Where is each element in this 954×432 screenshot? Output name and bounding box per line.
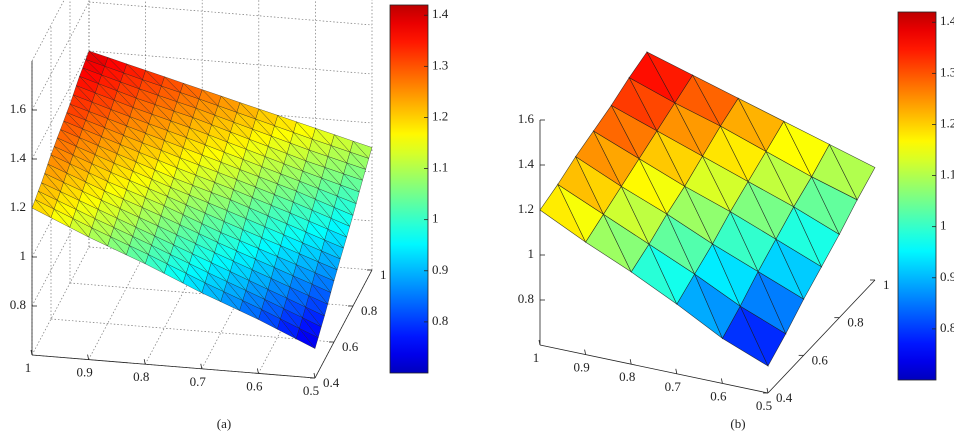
x-tick-label: 0.6 <box>710 388 727 403</box>
z-tick-label: 1.2 <box>518 201 534 216</box>
grid-line <box>31 1 90 111</box>
colorbar-tick-label: 1.3 <box>940 64 954 79</box>
surface-facet <box>295 121 316 140</box>
x-tick <box>200 363 203 369</box>
x-axis <box>539 344 769 394</box>
caption: (a) <box>217 416 231 431</box>
x-tick <box>584 349 586 355</box>
colorbar-tick-label: 1.4 <box>940 13 954 28</box>
y-tick-label: 0.8 <box>361 303 377 318</box>
surface-facet <box>202 89 222 106</box>
y-tick-label: 1 <box>380 267 387 282</box>
x-tick <box>313 372 316 379</box>
colorbar-tick-label: 0.8 <box>432 313 448 328</box>
z-tick-label: 1.4 <box>518 156 535 171</box>
x-tick <box>629 359 632 365</box>
y-tick-label: 0.6 <box>342 339 359 354</box>
y-tick-label: 1 <box>883 277 890 292</box>
surface-facet <box>126 63 146 80</box>
caption: (b) <box>730 416 745 431</box>
surface-facet <box>691 74 739 127</box>
x-tick-label: 1 <box>533 350 540 365</box>
x-tick-label: 0.9 <box>76 365 92 380</box>
grid-line <box>31 50 90 160</box>
colorbar-tick-label: 1.2 <box>940 115 954 130</box>
colorbar <box>897 11 937 381</box>
x-tick-label: 0.8 <box>133 369 149 384</box>
x-tick <box>257 368 259 374</box>
surface-facet <box>239 102 260 120</box>
colorbar-tick-label: 1.2 <box>432 108 448 123</box>
colorbar-tick-label: 0.9 <box>432 262 448 277</box>
x-tick-label: 0.5 <box>756 398 772 413</box>
colorbar-tick-label: 1.1 <box>432 160 448 175</box>
surface-facet <box>183 83 203 100</box>
colorbar-tick-label: 0.8 <box>940 320 954 335</box>
x-tick <box>538 339 541 346</box>
y-axis <box>767 279 876 394</box>
x-tick-label: 0.7 <box>665 379 682 394</box>
colorbar-tick-label: 1 <box>432 211 439 226</box>
x-tick-label: 0.5 <box>303 383 319 398</box>
x-tick-label: 0.8 <box>619 369 635 384</box>
grid-line <box>88 251 146 360</box>
surface-facet <box>145 70 165 87</box>
surface-facet <box>220 95 241 113</box>
x-tick-label: 0.6 <box>246 378 263 393</box>
z-tick-label: 1.6 <box>10 101 27 116</box>
x-tick-label: 1 <box>25 360 32 375</box>
x-tick <box>30 349 33 356</box>
y-tick-label: 0.4 <box>323 375 340 390</box>
y-axis <box>314 269 373 379</box>
x-tick-label: 0.9 <box>573 360 589 375</box>
surface-facet <box>314 127 335 146</box>
z-tick-label: 0.8 <box>10 297 26 312</box>
surface-facet <box>737 97 785 153</box>
z-tick-label: 1.6 <box>518 111 535 126</box>
surface-facet <box>646 51 694 104</box>
colorbar-tick-label: 1.1 <box>940 167 954 182</box>
surface-facet <box>164 76 184 93</box>
surface-facet <box>783 120 830 178</box>
colorbar-tick-label: 0.9 <box>940 269 954 284</box>
surface-facet <box>258 108 278 127</box>
x-tick <box>143 359 146 365</box>
surface-facet <box>277 115 297 133</box>
z-tick-label: 0.8 <box>518 291 534 306</box>
y-tick-label: 0.4 <box>776 390 793 405</box>
z-tick-label: 1.2 <box>10 199 26 214</box>
grid-line <box>31 246 90 356</box>
surface-facet <box>352 140 373 159</box>
surface-facet <box>107 57 127 74</box>
x-axis <box>31 354 316 379</box>
surface-facet <box>88 50 109 67</box>
box-edge <box>31 0 65 62</box>
z-tick-label: 1 <box>20 248 27 263</box>
grid-line <box>88 1 373 26</box>
y-tick-label: 0.6 <box>812 352 829 367</box>
x-tick <box>721 378 723 384</box>
x-tick <box>766 387 769 394</box>
colorbar-tick-label: 1 <box>940 218 947 233</box>
z-tick-label: 1.4 <box>10 150 27 165</box>
x-tick <box>87 354 89 360</box>
x-tick-label: 0.7 <box>190 374 207 389</box>
z-tick-label: 1 <box>528 246 535 261</box>
surface-facet <box>828 143 876 201</box>
colorbar-tick-label: 1.4 <box>432 6 449 21</box>
y-tick-label: 0.8 <box>847 315 863 330</box>
surface-facet <box>334 134 354 153</box>
x-tick <box>675 368 678 374</box>
colorbar <box>389 4 429 374</box>
colorbar-tick-label: 1.3 <box>432 57 448 72</box>
